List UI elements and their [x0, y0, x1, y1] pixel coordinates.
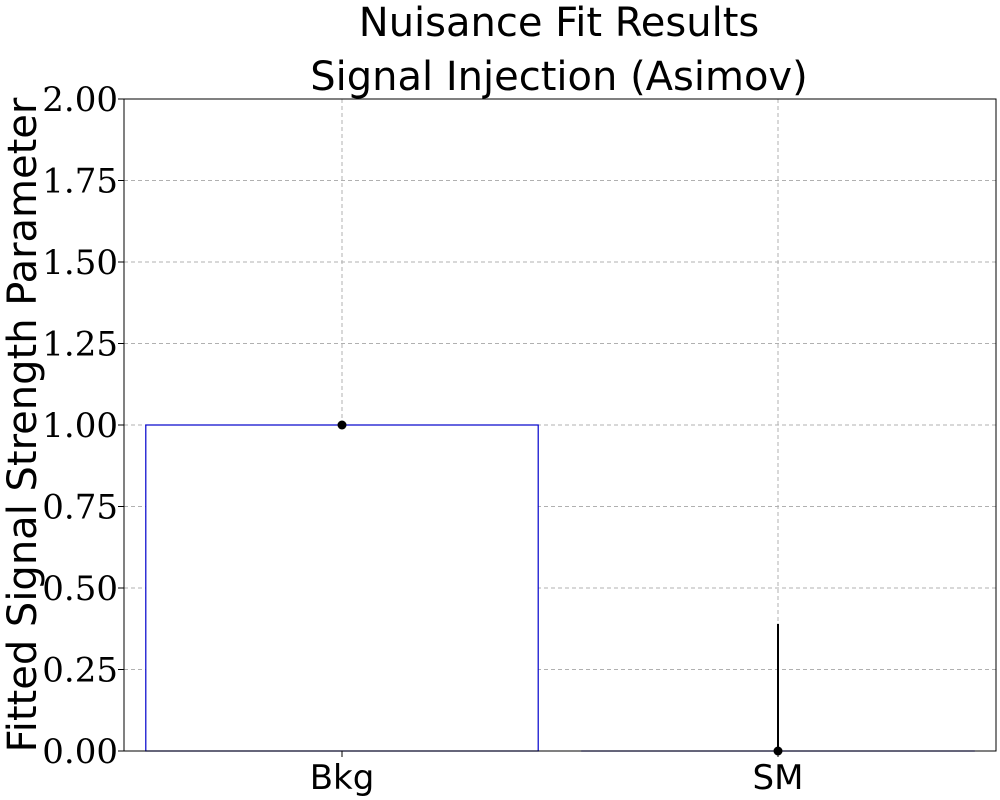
data-point	[337, 420, 347, 430]
y-axis-label: Fitted Signal Strength Parameter	[0, 97, 46, 752]
bar	[145, 424, 539, 752]
y-tick-label: 1.50	[42, 243, 118, 283]
y-tick-label: 0.25	[42, 651, 118, 691]
y-tick-label: 1.00	[42, 406, 118, 446]
chart-title-line-2: Signal Injection (Asimov)	[310, 54, 807, 100]
plot-frame	[123, 98, 997, 752]
y-tick-label: 0.50	[42, 569, 118, 609]
y-tick-label: 1.25	[42, 325, 118, 365]
chart-title-line-1: Nuisance Fit Results	[359, 0, 759, 46]
y-tick-label: 2.00	[42, 80, 118, 120]
x-tick-label: Bkg	[310, 758, 375, 798]
y-tick-label: 0.00	[42, 732, 118, 772]
y-tick-label: 1.75	[42, 162, 118, 202]
x-tick-label: SM	[753, 758, 804, 798]
tick-layer: 0.00 0.25 0.50 0.75 1.00 1.25 1.50 1.75 2.00 Bkg S…	[42, 80, 803, 798]
bar-layer	[145, 420, 975, 756]
y-tick-label: 0.75	[42, 488, 118, 528]
